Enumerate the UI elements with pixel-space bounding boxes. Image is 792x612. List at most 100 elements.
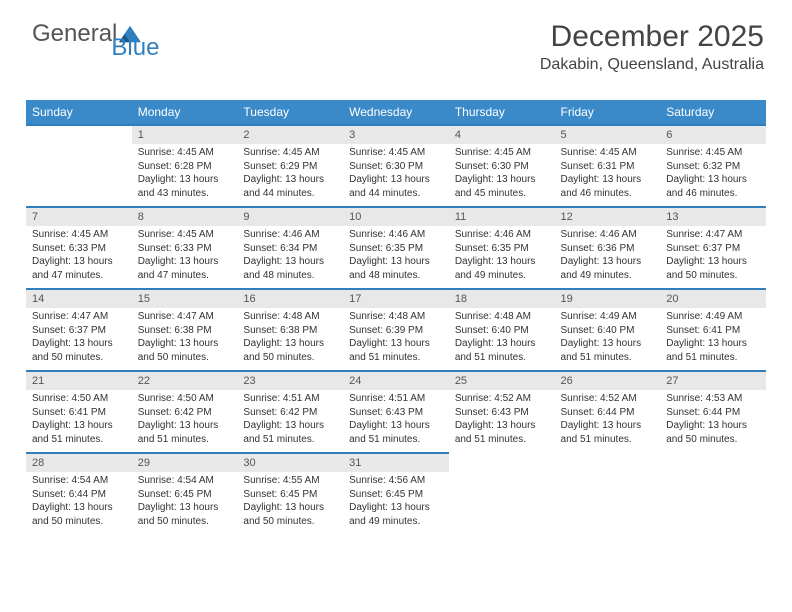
sunrise-line: Sunrise: 4:45 AM: [561, 146, 655, 160]
calendar-cell: 25Sunrise: 4:52 AMSunset: 6:43 PMDayligh…: [449, 370, 555, 452]
date-number: 9: [237, 206, 343, 226]
daylight-line: Daylight: 13 hours and 51 minutes.: [666, 337, 760, 364]
calendar-cell: [449, 452, 555, 534]
sunrise-line: Sunrise: 4:50 AM: [32, 392, 126, 406]
sunrise-line: Sunrise: 4:48 AM: [455, 310, 549, 324]
day-details: Sunrise: 4:46 AMSunset: 6:36 PMDaylight:…: [555, 226, 661, 288]
calendar-row: 1Sunrise: 4:45 AMSunset: 6:28 PMDaylight…: [26, 124, 766, 206]
daylight-line: Daylight: 13 hours and 45 minutes.: [455, 173, 549, 200]
calendar-cell: 1Sunrise: 4:45 AMSunset: 6:28 PMDaylight…: [132, 124, 238, 206]
calendar-row: 28Sunrise: 4:54 AMSunset: 6:44 PMDayligh…: [26, 452, 766, 534]
daylight-line: Daylight: 13 hours and 50 minutes.: [666, 419, 760, 446]
calendar: SundayMondayTuesdayWednesdayThursdayFrid…: [26, 100, 766, 534]
sunrise-line: Sunrise: 4:45 AM: [32, 228, 126, 242]
weekday-header: Thursday: [449, 100, 555, 124]
calendar-table: SundayMondayTuesdayWednesdayThursdayFrid…: [26, 100, 766, 534]
calendar-cell: 10Sunrise: 4:46 AMSunset: 6:35 PMDayligh…: [343, 206, 449, 288]
day-details: Sunrise: 4:46 AMSunset: 6:34 PMDaylight:…: [237, 226, 343, 288]
day-details: Sunrise: 4:48 AMSunset: 6:40 PMDaylight:…: [449, 308, 555, 370]
daylight-line: Daylight: 13 hours and 50 minutes.: [243, 501, 337, 528]
sunrise-line: Sunrise: 4:46 AM: [455, 228, 549, 242]
sunset-line: Sunset: 6:29 PM: [243, 160, 337, 174]
sunset-line: Sunset: 6:32 PM: [666, 160, 760, 174]
calendar-cell: 24Sunrise: 4:51 AMSunset: 6:43 PMDayligh…: [343, 370, 449, 452]
calendar-cell: 30Sunrise: 4:55 AMSunset: 6:45 PMDayligh…: [237, 452, 343, 534]
date-number: 20: [660, 288, 766, 308]
logo-word-2: Blue: [111, 36, 159, 60]
weekday-header: Monday: [132, 100, 238, 124]
day-details: Sunrise: 4:53 AMSunset: 6:44 PMDaylight:…: [660, 390, 766, 452]
day-details: Sunrise: 4:49 AMSunset: 6:40 PMDaylight:…: [555, 308, 661, 370]
logo: General Blue: [32, 22, 189, 46]
daylight-line: Daylight: 13 hours and 51 minutes.: [455, 419, 549, 446]
calendar-cell: 11Sunrise: 4:46 AMSunset: 6:35 PMDayligh…: [449, 206, 555, 288]
calendar-row: 21Sunrise: 4:50 AMSunset: 6:41 PMDayligh…: [26, 370, 766, 452]
sunset-line: Sunset: 6:35 PM: [455, 242, 549, 256]
sunrise-line: Sunrise: 4:45 AM: [243, 146, 337, 160]
sunrise-line: Sunrise: 4:48 AM: [349, 310, 443, 324]
sunset-line: Sunset: 6:40 PM: [455, 324, 549, 338]
sunrise-line: Sunrise: 4:55 AM: [243, 474, 337, 488]
month-title: December 2025: [540, 20, 764, 54]
sunset-line: Sunset: 6:37 PM: [32, 324, 126, 338]
daylight-line: Daylight: 13 hours and 44 minutes.: [243, 173, 337, 200]
day-details: Sunrise: 4:51 AMSunset: 6:42 PMDaylight:…: [237, 390, 343, 452]
calendar-cell: 4Sunrise: 4:45 AMSunset: 6:30 PMDaylight…: [449, 124, 555, 206]
day-details: Sunrise: 4:47 AMSunset: 6:37 PMDaylight:…: [660, 226, 766, 288]
sunrise-line: Sunrise: 4:46 AM: [349, 228, 443, 242]
day-details: Sunrise: 4:45 AMSunset: 6:33 PMDaylight:…: [132, 226, 238, 288]
sunrise-line: Sunrise: 4:45 AM: [455, 146, 549, 160]
logo-word-1: General: [32, 22, 117, 46]
daylight-line: Daylight: 13 hours and 51 minutes.: [243, 419, 337, 446]
sunset-line: Sunset: 6:30 PM: [455, 160, 549, 174]
date-number: 7: [26, 206, 132, 226]
daylight-line: Daylight: 13 hours and 51 minutes.: [349, 337, 443, 364]
date-number: 17: [343, 288, 449, 308]
date-number: 1: [132, 124, 238, 144]
day-details: Sunrise: 4:51 AMSunset: 6:43 PMDaylight:…: [343, 390, 449, 452]
day-details: Sunrise: 4:47 AMSunset: 6:38 PMDaylight:…: [132, 308, 238, 370]
calendar-cell: 9Sunrise: 4:46 AMSunset: 6:34 PMDaylight…: [237, 206, 343, 288]
date-number: 2: [237, 124, 343, 144]
calendar-cell: 27Sunrise: 4:53 AMSunset: 6:44 PMDayligh…: [660, 370, 766, 452]
calendar-cell: 15Sunrise: 4:47 AMSunset: 6:38 PMDayligh…: [132, 288, 238, 370]
day-details: Sunrise: 4:54 AMSunset: 6:45 PMDaylight:…: [132, 472, 238, 534]
calendar-cell: 6 Sunrise: 4:45 AMSunset: 6:32 PMDaylight…: [660, 124, 766, 206]
sunset-line: Sunset: 6:38 PM: [243, 324, 337, 338]
date-number: 6: [660, 124, 766, 144]
daylight-line: Daylight: 13 hours and 48 minutes.: [243, 255, 337, 282]
day-details: Sunrise: 4:45 AMSunset: 6:30 PMDaylight:…: [449, 144, 555, 206]
sunset-line: Sunset: 6:37 PM: [666, 242, 760, 256]
sunrise-line: Sunrise: 4:49 AM: [561, 310, 655, 324]
sunset-line: Sunset: 6:44 PM: [32, 488, 126, 502]
day-details: Sunrise: 4:45 AMSunset: 6:33 PMDaylight:…: [26, 226, 132, 288]
calendar-cell: 29Sunrise: 4:54 AMSunset: 6:45 PMDayligh…: [132, 452, 238, 534]
daylight-line: Daylight: 13 hours and 47 minutes.: [32, 255, 126, 282]
sunrise-line: Sunrise: 4:48 AM: [243, 310, 337, 324]
day-details: Sunrise: 4:54 AMSunset: 6:44 PMDaylight:…: [26, 472, 132, 534]
sunrise-line: Sunrise: 4:52 AM: [455, 392, 549, 406]
date-number: 13: [660, 206, 766, 226]
sunrise-line: Sunrise: 4:45 AM: [666, 146, 760, 160]
sunrise-line: Sunrise: 4:49 AM: [666, 310, 760, 324]
calendar-cell: 7Sunrise: 4:45 AMSunset: 6:33 PMDaylight…: [26, 206, 132, 288]
date-number: 28: [26, 452, 132, 472]
date-number: 25: [449, 370, 555, 390]
day-details: Sunrise: 4:55 AMSunset: 6:45 PMDaylight:…: [237, 472, 343, 534]
sunset-line: Sunset: 6:34 PM: [243, 242, 337, 256]
date-number: 11: [449, 206, 555, 226]
calendar-cell: 19Sunrise: 4:49 AMSunset: 6:40 PMDayligh…: [555, 288, 661, 370]
sunrise-line: Sunrise: 4:46 AM: [243, 228, 337, 242]
calendar-cell: 16Sunrise: 4:48 AMSunset: 6:38 PMDayligh…: [237, 288, 343, 370]
calendar-row: 14Sunrise: 4:47 AMSunset: 6:37 PMDayligh…: [26, 288, 766, 370]
daylight-line: Daylight: 13 hours and 46 minutes.: [666, 173, 760, 200]
date-number: 21: [26, 370, 132, 390]
sunset-line: Sunset: 6:43 PM: [455, 406, 549, 420]
daylight-line: Daylight: 13 hours and 50 minutes.: [666, 255, 760, 282]
calendar-cell: [660, 452, 766, 534]
date-number: 29: [132, 452, 238, 472]
calendar-body: 1Sunrise: 4:45 AMSunset: 6:28 PMDaylight…: [26, 124, 766, 534]
day-details: Sunrise: 4:48 AMSunset: 6:39 PMDaylight:…: [343, 308, 449, 370]
weekday-header-row: SundayMondayTuesdayWednesdayThursdayFrid…: [26, 100, 766, 124]
day-details: Sunrise: 4:52 AMSunset: 6:43 PMDaylight:…: [449, 390, 555, 452]
